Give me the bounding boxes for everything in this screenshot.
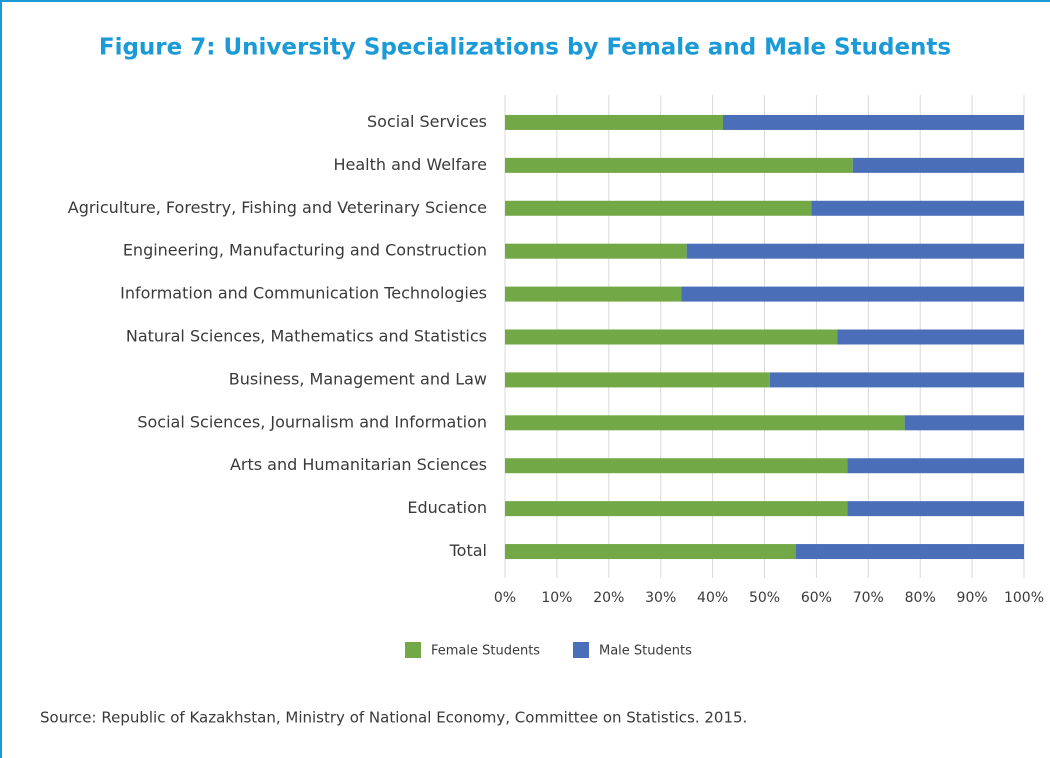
bar-segment [847, 501, 1024, 517]
bar-segment [505, 544, 796, 560]
bar-segment [505, 157, 853, 173]
y-tick-label: Arts and Humanitarian Sciences [230, 455, 487, 474]
bar-segment [505, 415, 905, 431]
y-tick-label: Social Services [367, 112, 487, 131]
bar-segment [852, 157, 1024, 173]
x-tick-label: 40% [697, 590, 728, 606]
x-tick-label: 100% [1004, 590, 1044, 606]
legend-label: Female Students [431, 644, 540, 659]
bar-segment [681, 286, 1024, 302]
y-tick-label: Business, Management and Law [229, 369, 487, 388]
bar-segment [904, 415, 1024, 431]
y-tick-label: Total [449, 541, 487, 560]
bar-segment [505, 372, 770, 388]
bar-segment [769, 372, 1024, 388]
x-tick-label: 20% [593, 590, 624, 606]
x-tick-label: 70% [853, 590, 884, 606]
y-tick-label: Social Sciences, Journalism and Informat… [137, 412, 487, 431]
bar-segment [505, 329, 838, 345]
y-tick-label: Information and Communication Technologi… [120, 284, 487, 303]
bar-segment [811, 200, 1024, 216]
bar-segment [505, 501, 848, 517]
bar-segment [505, 243, 687, 259]
y-tick-label: Health and Welfare [334, 155, 488, 174]
x-tick-label: 80% [905, 590, 936, 606]
y-tick-label: Engineering, Manufacturing and Construct… [123, 241, 487, 260]
bar-segment [505, 114, 723, 130]
bar-segment [722, 114, 1024, 130]
bar-segment [505, 200, 812, 216]
x-tick-label: 90% [957, 590, 988, 606]
x-tick-label: 0% [494, 590, 516, 606]
bar-segment [505, 286, 682, 302]
x-tick-label: 60% [801, 590, 832, 606]
y-tick-label: Agriculture, Forestry, Fishing and Veter… [68, 198, 487, 217]
source-note: Source: Republic of Kazakhstan, Ministry… [40, 709, 747, 727]
y-tick-label: Education [407, 498, 487, 517]
chart-title: Figure 7: University Specializations by … [99, 35, 951, 61]
legend-swatch [573, 642, 589, 658]
x-tick-label: 50% [749, 590, 780, 606]
bar-segment [847, 458, 1024, 474]
bar-segment [505, 458, 848, 474]
x-tick-label: 10% [541, 590, 572, 606]
legend-label: Male Students [599, 644, 692, 659]
bar-segment [837, 329, 1024, 345]
x-tick-label: 30% [645, 590, 676, 606]
y-tick-label: Natural Sciences, Mathematics and Statis… [126, 327, 487, 346]
bar-segment [686, 243, 1024, 259]
bar-segment [795, 544, 1024, 560]
legend-swatch [405, 642, 421, 658]
